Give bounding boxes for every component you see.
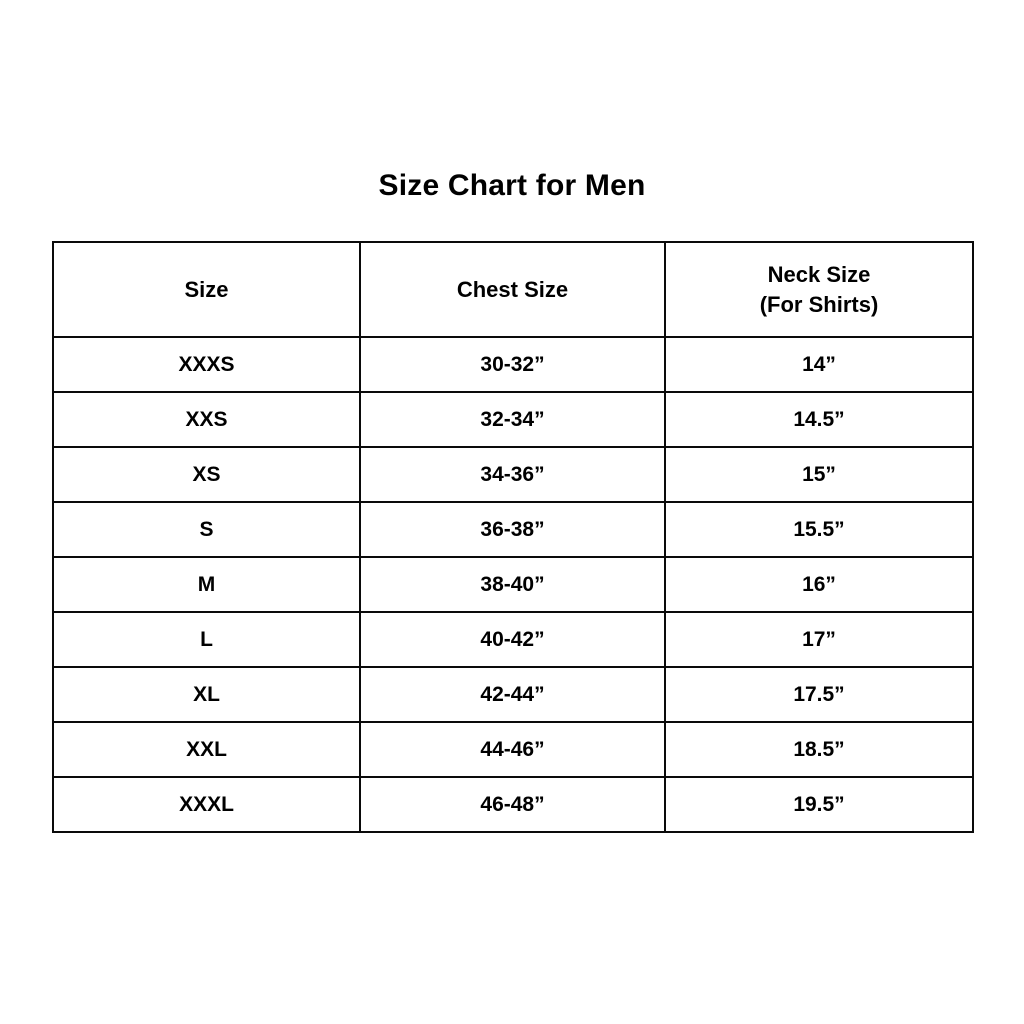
cell-size: XXL — [52, 721, 361, 778]
cell-neck: 15” — [664, 446, 974, 503]
cell-chest: 30-32” — [359, 336, 666, 393]
table-header-row: Size Chest Size Neck Size (For Shirts) — [52, 241, 974, 338]
table-header: Size Chest Size Neck Size (For Shirts) — [52, 241, 974, 338]
cell-chest: 46-48” — [359, 776, 666, 833]
column-header-size: Size — [52, 241, 361, 338]
cell-chest: 44-46” — [359, 721, 666, 778]
table-row: M 38-40” 16” — [52, 556, 974, 613]
column-header-size-label: Size — [184, 276, 229, 302]
cell-chest: 32-34” — [359, 391, 666, 448]
cell-size: XS — [52, 446, 361, 503]
size-chart-table: Size Chest Size Neck Size (For Shirts) X… — [52, 241, 974, 833]
cell-size: XXXS — [52, 336, 361, 393]
table-row: XXL 44-46” 18.5” — [52, 721, 974, 778]
table-body: XXXS 30-32” 14” XXS 32-34” 14.5” XS 34-3… — [52, 336, 974, 833]
cell-neck: 18.5” — [664, 721, 974, 778]
table-row: S 36-38” 15.5” — [52, 501, 974, 558]
cell-chest: 34-36” — [359, 446, 666, 503]
cell-chest: 42-44” — [359, 666, 666, 723]
column-header-chest-size-label: Chest Size — [456, 276, 569, 302]
cell-neck: 14.5” — [664, 391, 974, 448]
cell-neck: 14” — [664, 336, 974, 393]
column-header-neck-size-label: Neck Size — [767, 261, 871, 287]
column-header-neck-size-sublabel: (For Shirts) — [759, 291, 879, 317]
cell-neck: 17.5” — [664, 666, 974, 723]
cell-size: XL — [52, 666, 361, 723]
column-header-chest-size: Chest Size — [359, 241, 666, 338]
cell-neck: 17” — [664, 611, 974, 668]
cell-size: L — [52, 611, 361, 668]
cell-size: XXS — [52, 391, 361, 448]
cell-chest: 38-40” — [359, 556, 666, 613]
cell-size: XXXL — [52, 776, 361, 833]
table-row: XL 42-44” 17.5” — [52, 666, 974, 723]
cell-size: M — [52, 556, 361, 613]
size-table-container: Size Chest Size Neck Size (For Shirts) X… — [52, 241, 974, 833]
table-row: L 40-42” 17” — [52, 611, 974, 668]
table-row: XS 34-36” 15” — [52, 446, 974, 503]
cell-neck: 16” — [664, 556, 974, 613]
table-row: XXXL 46-48” 19.5” — [52, 776, 974, 833]
cell-chest: 36-38” — [359, 501, 666, 558]
cell-neck: 15.5” — [664, 501, 974, 558]
cell-chest: 40-42” — [359, 611, 666, 668]
table-row: XXXS 30-32” 14” — [52, 336, 974, 393]
table-row: XXS 32-34” 14.5” — [52, 391, 974, 448]
cell-neck: 19.5” — [664, 776, 974, 833]
column-header-neck-size: Neck Size (For Shirts) — [664, 241, 974, 338]
page-title: Size Chart for Men — [378, 169, 646, 202]
cell-size: S — [52, 501, 361, 558]
